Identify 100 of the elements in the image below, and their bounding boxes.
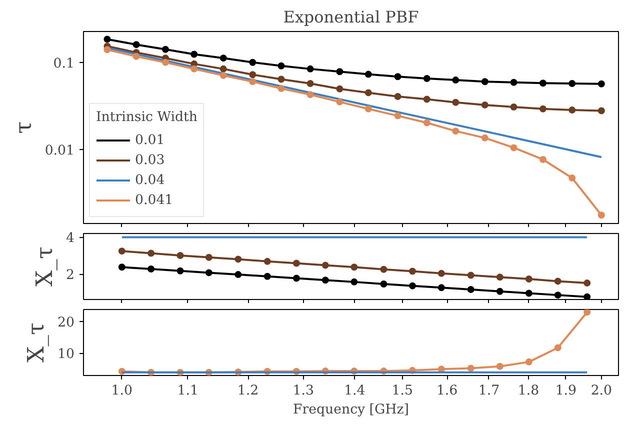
point [350, 278, 358, 286]
point [496, 362, 504, 370]
point [306, 65, 314, 72]
point [322, 276, 329, 284]
legend-title: Intrinsic Width [96, 110, 198, 125]
point [205, 269, 212, 276]
point [162, 58, 169, 66]
point [438, 284, 445, 292]
point [496, 274, 504, 281]
point [278, 76, 285, 83]
x-tick-label: 1.8 [518, 384, 540, 398]
point [525, 290, 532, 297]
point [408, 268, 416, 275]
point [423, 96, 430, 103]
point [467, 286, 474, 294]
x-tick-label: 1.9 [555, 384, 577, 398]
x-axis-title: Frequency [GHz] [292, 402, 410, 418]
point [249, 71, 256, 78]
chart-title: Exponential PBF [283, 8, 419, 26]
legend-label: 0.04 [135, 172, 165, 188]
point [336, 68, 344, 76]
point [190, 50, 198, 58]
point [481, 101, 488, 108]
point [452, 98, 460, 106]
point [176, 252, 184, 259]
point [162, 46, 169, 53]
point [336, 85, 344, 92]
point [584, 293, 591, 300]
point [394, 112, 402, 120]
point [249, 58, 256, 66]
point [380, 280, 388, 288]
point [306, 80, 314, 87]
point [481, 78, 488, 86]
y-tick-label: 10 [58, 347, 75, 362]
point [539, 156, 546, 163]
point [306, 91, 314, 98]
point [598, 107, 605, 114]
x-tick-label: 1.4 [344, 384, 366, 398]
point [510, 78, 518, 86]
point [467, 272, 474, 279]
y-tick-label: 0.1 [53, 56, 75, 72]
legend-label: 0.041 [135, 192, 174, 208]
point [394, 73, 402, 80]
point [278, 85, 285, 92]
point [423, 119, 430, 126]
point [148, 250, 155, 257]
point [364, 89, 372, 96]
point [568, 174, 576, 182]
point [264, 272, 271, 280]
point [568, 106, 576, 114]
legend-label: 0.03 [135, 152, 165, 168]
legend-label: 0.01 [135, 132, 165, 148]
point [190, 65, 198, 72]
y-tick-label: 2 [66, 268, 75, 284]
x-tick-label: 2.0 [590, 384, 612, 398]
point [220, 54, 227, 62]
point [292, 274, 300, 282]
point [104, 46, 111, 54]
point [525, 358, 532, 366]
x-tick-label: 1.0 [111, 384, 133, 398]
point [278, 62, 285, 70]
x-tick-label: 1.2 [237, 384, 259, 398]
point [525, 275, 532, 282]
point [364, 105, 372, 112]
y-tick-label: 4 [66, 231, 75, 246]
point [598, 80, 605, 88]
point [452, 76, 460, 84]
point [452, 128, 460, 135]
point [364, 70, 372, 78]
point [496, 288, 504, 295]
x-tick-label: 1.7 [478, 384, 500, 398]
point [249, 78, 256, 86]
point [350, 264, 358, 271]
point [568, 80, 576, 87]
point [234, 256, 242, 263]
point [264, 258, 271, 265]
point [234, 271, 242, 278]
point [220, 72, 227, 79]
point [554, 278, 562, 285]
point [132, 41, 140, 48]
point [554, 292, 562, 299]
point [584, 280, 591, 287]
point [118, 248, 126, 255]
point [220, 65, 227, 72]
point [205, 254, 212, 261]
y-tick-label: 20 [58, 316, 75, 331]
y-tick-label: 0.01 [44, 144, 75, 159]
point [408, 282, 416, 290]
x-tick-label: 1.6 [436, 384, 458, 398]
point [176, 267, 184, 274]
point [481, 134, 488, 142]
y-axis-title: τ [10, 121, 37, 134]
point [322, 262, 329, 269]
y-axis-title: X_τ [24, 322, 50, 362]
point [336, 98, 344, 106]
point [539, 105, 546, 112]
x-tick-label: 1.5 [392, 384, 414, 398]
point [539, 80, 546, 87]
y-axis-title: X_τ [32, 246, 58, 286]
x-tick-label: 1.1 [177, 384, 198, 398]
